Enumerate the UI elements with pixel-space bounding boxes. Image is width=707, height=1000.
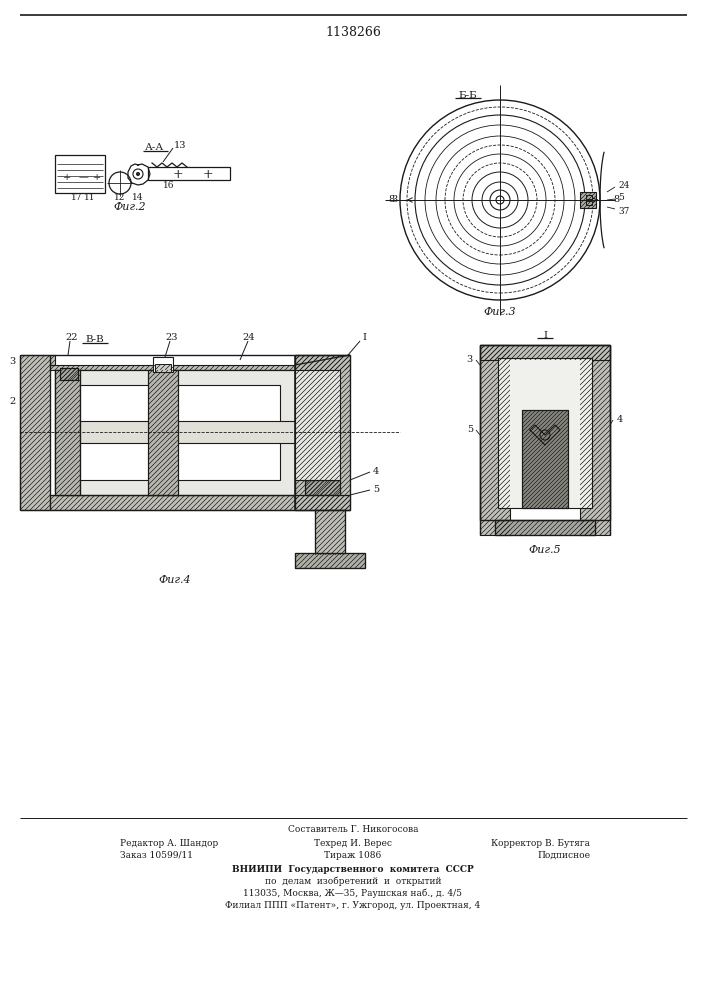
Text: 2: 2 [10,397,16,406]
Polygon shape [480,345,610,360]
Bar [498,358,592,508]
Bar [60,368,78,380]
Bar [586,195,592,199]
Text: А-А: А-А [146,143,165,152]
Bar [70,385,280,480]
Text: Фиг.2: Фиг.2 [114,202,146,212]
Text: 5: 5 [618,194,624,202]
Bar [148,370,178,495]
Text: 16: 16 [163,180,175,190]
Text: Техред И. Верес: Техред И. Верес [314,838,392,848]
Text: 3: 3 [467,356,473,364]
Text: по  делам  изобретений  и  открытий: по делам изобретений и открытий [264,876,441,886]
Text: 24: 24 [618,180,629,190]
Bar [153,357,173,372]
Bar [80,421,295,443]
Text: 22: 22 [65,334,78,342]
Bar [315,510,345,555]
Text: Редактор А. Шандор: Редактор А. Шандор [120,838,218,848]
Text: —: — [78,174,88,182]
Text: 5: 5 [373,486,379,494]
Text: 8: 8 [613,196,619,205]
Text: Фиг.4: Фиг.4 [158,575,192,585]
Text: +: + [173,167,183,180]
Text: 24: 24 [242,334,255,342]
Text: 37: 37 [618,207,629,216]
Polygon shape [480,345,510,535]
Bar [155,364,171,372]
Text: 3: 3 [10,358,16,366]
Bar [295,553,365,568]
Text: +: + [93,174,101,182]
Bar [295,355,350,510]
Text: Корректор В. Бутяга: Корректор В. Бутяга [491,838,590,848]
Text: Фиг.3: Фиг.3 [484,307,516,317]
Text: 113035, Москва, Ж—35, Раушская наб., д. 4/5: 113035, Москва, Ж—35, Раушская наб., д. … [243,888,462,898]
Text: I: I [362,334,366,342]
Polygon shape [55,370,80,495]
Circle shape [136,172,139,176]
Text: Б-Б: Б-Б [459,91,477,100]
Polygon shape [580,192,596,208]
Text: 23: 23 [165,334,177,342]
Text: Филиал ППП «Патент», г. Ужгород, ул. Проектная, 4: Филиал ППП «Патент», г. Ужгород, ул. Про… [226,900,481,910]
Polygon shape [315,510,345,555]
Bar [148,167,230,180]
Bar [55,370,295,495]
Text: В-В: В-В [86,336,105,344]
Text: +: + [63,174,71,182]
Text: +: + [203,167,214,180]
Bar [522,410,568,508]
Polygon shape [50,355,350,370]
Polygon shape [20,355,50,510]
Text: 4: 4 [373,468,379,477]
Polygon shape [495,520,595,535]
Text: Подписное: Подписное [537,850,590,859]
Text: 14: 14 [132,194,144,202]
Text: Заказ 10599/11: Заказ 10599/11 [120,850,193,859]
Text: Составитель Г. Никогосова: Составитель Г. Никогосова [288,826,419,834]
Polygon shape [295,553,365,568]
Text: 17: 17 [71,194,83,202]
Text: 12: 12 [115,192,126,202]
Bar [55,155,105,193]
Text: I: I [543,330,547,340]
Text: 5: 5 [467,426,473,434]
Bar [495,520,595,535]
Text: 8: 8 [389,196,395,205]
Text: 13: 13 [174,140,187,149]
Text: 11: 11 [84,194,95,202]
Polygon shape [580,345,610,535]
Bar [586,201,592,205]
Polygon shape [305,480,340,495]
Polygon shape [50,495,350,510]
Polygon shape [148,370,178,495]
Bar [295,370,340,480]
Text: 4: 4 [617,416,624,424]
Text: ВНИИПИ  Государственного  комитета  СССР: ВНИИПИ Государственного комитета СССР [232,864,474,874]
Text: 3: 3 [392,196,398,205]
Bar [305,480,340,495]
Polygon shape [522,410,568,508]
Text: Фиг.5: Фиг.5 [529,545,561,555]
Text: Тираж 1086: Тираж 1086 [325,850,382,859]
Text: 1138266: 1138266 [325,25,381,38]
Polygon shape [295,355,350,510]
Polygon shape [60,368,78,380]
Bar [480,345,610,520]
